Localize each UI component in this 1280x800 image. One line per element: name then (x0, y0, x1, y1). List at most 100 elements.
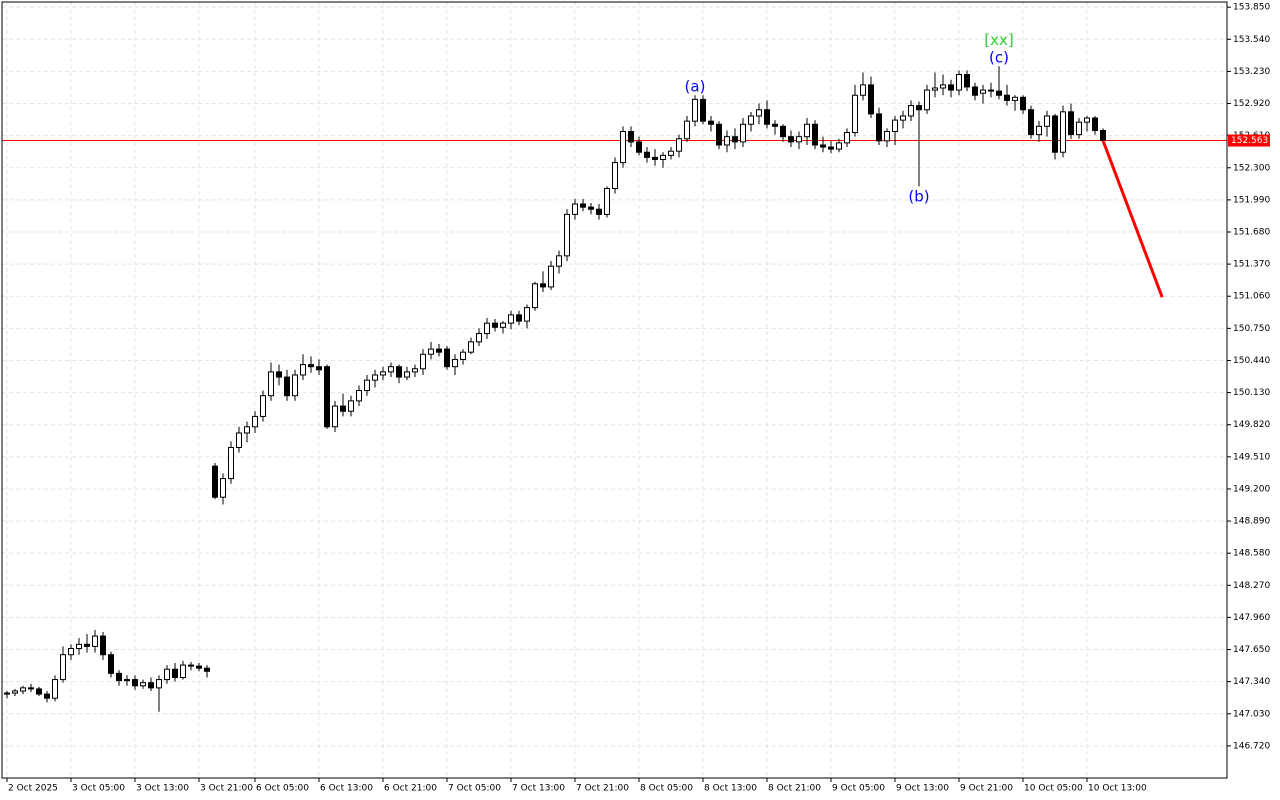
x-tick-label: 9 Oct 21:00 (960, 784, 1013, 794)
candle-body (1068, 111, 1074, 136)
candle-body (524, 307, 530, 322)
y-tick-label: 148.890 (1233, 517, 1270, 527)
y-tick-label: 150.130 (1233, 388, 1270, 398)
candle-body (548, 265, 554, 288)
candle-body (1028, 109, 1034, 136)
x-tick-label: 7 Oct 21:00 (576, 784, 629, 794)
candle-body (428, 348, 434, 355)
candle-body (708, 120, 714, 125)
candle-body (180, 664, 186, 679)
x-tick-label: 9 Oct 13:00 (896, 784, 949, 794)
candle-body (100, 635, 106, 656)
y-tick-label: 151.370 (1233, 260, 1270, 270)
candle-body (476, 333, 482, 343)
candle-body (20, 687, 26, 692)
candle-body (156, 679, 162, 689)
candle-body (732, 136, 738, 143)
x-tick-label: 7 Oct 05:00 (448, 784, 501, 794)
candle-body (964, 74, 970, 88)
x-tick-label: 10 Oct 05:00 (1024, 784, 1083, 794)
candle-body (220, 478, 226, 498)
candle-body (676, 138, 682, 152)
x-tick-label: 2 Oct 2025 (8, 784, 58, 794)
candle-body (748, 115, 754, 125)
candle-body (436, 348, 442, 353)
candle-body (60, 654, 66, 681)
candle-body (444, 348, 450, 368)
candle-body (916, 105, 922, 111)
candle-body (452, 358, 458, 368)
candle-body (532, 283, 538, 309)
y-tick-label: 146.720 (1233, 741, 1270, 751)
y-tick-label: 148.580 (1233, 549, 1270, 559)
candle-body (108, 654, 114, 674)
y-tick-label: 153.850 (1233, 3, 1270, 13)
candle-body (980, 89, 986, 94)
candle-body (756, 109, 762, 117)
x-tick-label: 6 Oct 05:00 (256, 784, 309, 794)
candle-body (36, 688, 42, 695)
candle-body (564, 213, 570, 257)
candle-body (380, 371, 386, 376)
candle-body (1076, 121, 1082, 136)
candle-body (196, 665, 202, 669)
candle-body (76, 643, 82, 649)
candle-body (644, 151, 650, 158)
y-tick-label: 152.300 (1233, 163, 1270, 173)
candle-body (420, 353, 426, 370)
candle-body (484, 322, 490, 335)
y-tick-label: 151.680 (1233, 228, 1270, 238)
candle-body (724, 136, 730, 146)
candle-body (828, 146, 834, 150)
y-tick-label: 150.440 (1233, 356, 1270, 366)
candle-body (276, 371, 282, 378)
candle-body (244, 426, 250, 434)
x-tick-label: 6 Oct 13:00 (320, 784, 373, 794)
plot-frame (1, 1, 1228, 779)
candle-body (932, 87, 938, 91)
candle-body (508, 314, 514, 324)
candle-body (660, 154, 666, 160)
candle-body (68, 647, 74, 656)
x-tick-label: 8 Oct 05:00 (640, 784, 693, 794)
candle-body (628, 131, 634, 143)
candle-body (1100, 129, 1106, 142)
candle-body (772, 123, 778, 127)
candle-body (84, 643, 90, 647)
candle-body (740, 123, 746, 143)
candle-body (332, 405, 338, 428)
candle-body (300, 364, 306, 376)
candle-body (396, 366, 402, 378)
candle-body (820, 144, 826, 148)
candle-body (116, 672, 122, 682)
wave-label: (b) (908, 187, 929, 205)
price-label-box (1228, 134, 1270, 147)
candle-body (668, 150, 674, 156)
y-tick-label: 150.750 (1233, 324, 1270, 334)
candle-body (612, 162, 618, 189)
candle-body (1084, 117, 1090, 123)
candle-body (988, 89, 994, 92)
x-tick-label: 10 Oct 13:00 (1088, 784, 1147, 794)
candle-body (940, 84, 946, 89)
candle-body (52, 679, 58, 699)
y-tick-label: 147.650 (1233, 645, 1270, 655)
forecast-line (1101, 139, 1164, 298)
candle-body (860, 84, 866, 96)
candle-body (356, 390, 362, 402)
candle-body (1020, 96, 1026, 111)
candle-body (404, 371, 410, 378)
candle-body (492, 322, 498, 328)
candle-body (788, 136, 794, 143)
candle-body (4, 692, 10, 695)
candle-body (516, 314, 522, 322)
candle-body (212, 465, 218, 498)
candle-body (1060, 111, 1066, 153)
y-tick-label: 151.990 (1233, 195, 1270, 205)
candle-body (364, 379, 370, 392)
candle-body (684, 120, 690, 140)
y-tick-label: 153.230 (1233, 67, 1270, 77)
x-tick-label: 7 Oct 13:00 (512, 784, 565, 794)
candle-body (148, 682, 154, 689)
